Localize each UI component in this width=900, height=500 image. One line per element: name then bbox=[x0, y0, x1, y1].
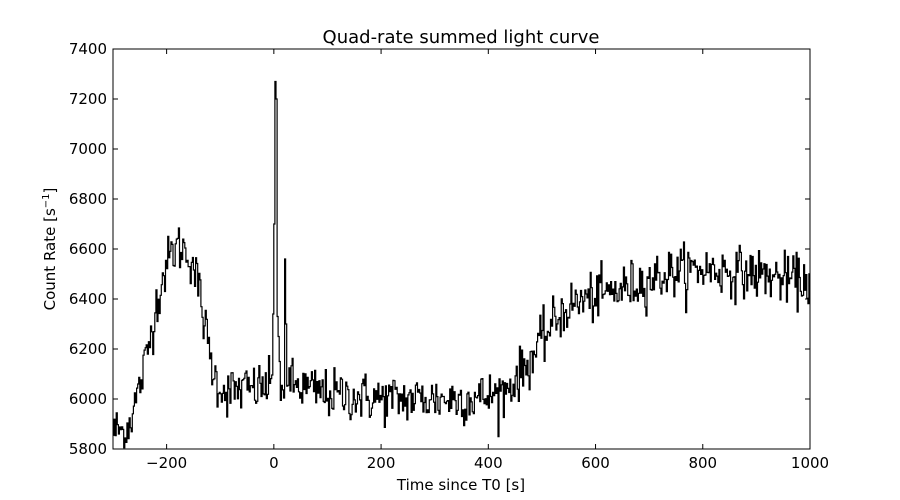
y-axis-ticks: 5800 6000 6200 6400 6600 6800 7000 7200 7400 bbox=[69, 40, 810, 458]
x-axis-ticks: −200 0 200 400 600 800 1000 bbox=[146, 49, 829, 472]
x-tick-label: 0 bbox=[269, 454, 279, 472]
x-tick-label: −200 bbox=[146, 454, 187, 472]
x-tick-label: 600 bbox=[581, 454, 610, 472]
y-axis-label: Count Rate [s−1] bbox=[41, 188, 59, 311]
y-tick-label: 6200 bbox=[69, 340, 107, 358]
x-tick-label: 1000 bbox=[791, 454, 829, 472]
x-axis-label: Time since T0 [s] bbox=[396, 476, 525, 494]
x-tick-label: 400 bbox=[474, 454, 503, 472]
y-tick-label: 5800 bbox=[69, 440, 107, 458]
y-axis-label-text: Count Rate [s bbox=[41, 208, 59, 310]
y-tick-label: 6000 bbox=[69, 390, 107, 408]
plot-area bbox=[113, 80, 810, 449]
y-tick-label: 6800 bbox=[69, 190, 107, 208]
chart-title: Quad-rate summed light curve bbox=[323, 27, 600, 48]
x-tick-label: 200 bbox=[367, 454, 396, 472]
y-axis-label-close: ] bbox=[41, 188, 59, 194]
x-tick-label: 800 bbox=[688, 454, 717, 472]
y-tick-label: 7000 bbox=[69, 140, 107, 158]
light-curve-series-line bbox=[113, 80, 810, 449]
y-tick-label: 6400 bbox=[69, 290, 107, 308]
y-tick-label: 7200 bbox=[69, 90, 107, 108]
y-tick-label: 7400 bbox=[69, 40, 107, 58]
y-tick-label: 6600 bbox=[69, 240, 107, 258]
y-axis-label-superscript: −1 bbox=[41, 193, 52, 208]
